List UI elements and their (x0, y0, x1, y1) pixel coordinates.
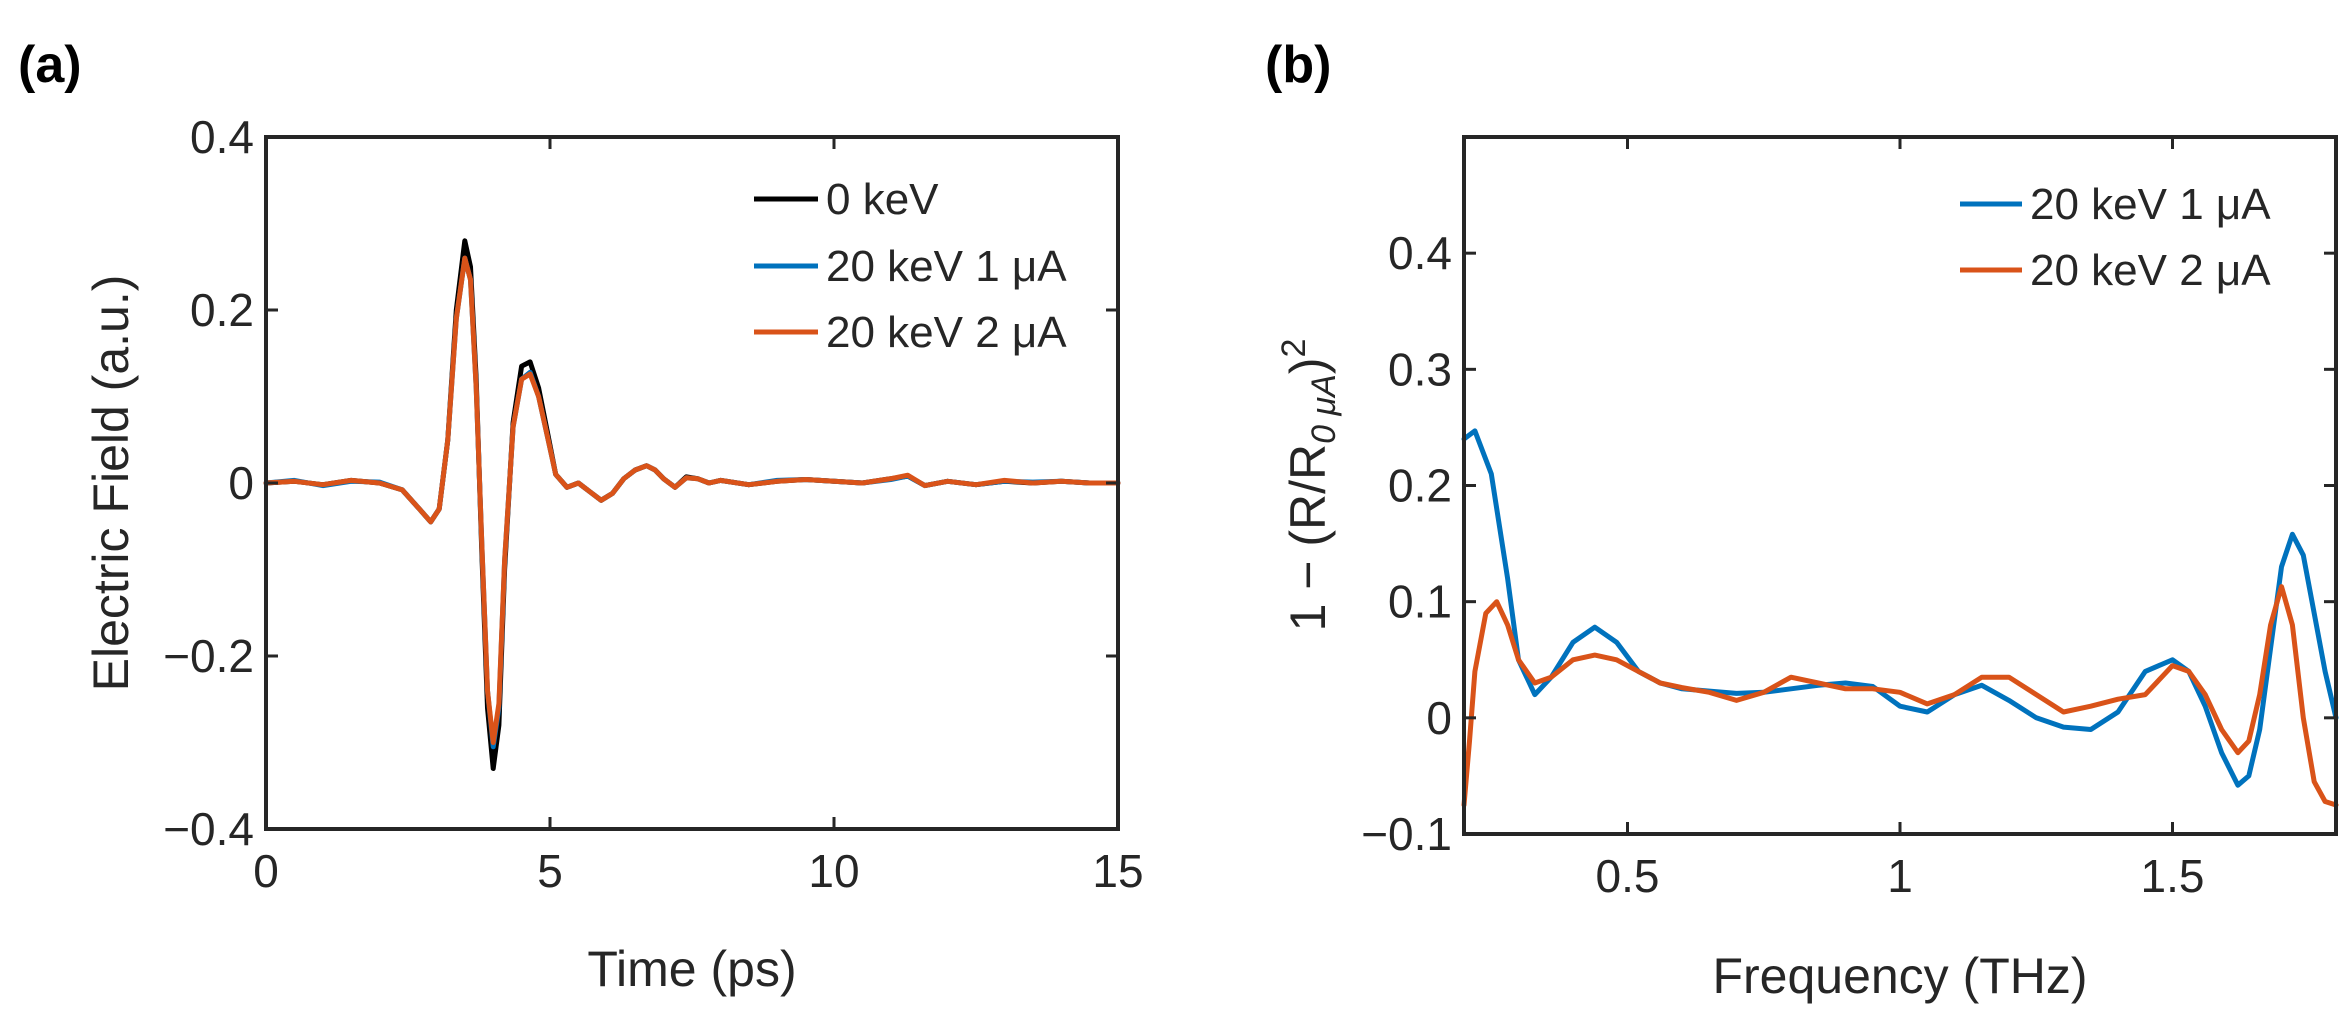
x-tick-label: 10 (808, 845, 859, 897)
x-tick-label: 0 (253, 845, 279, 897)
panel-a-x-axis-label: Time (ps) (587, 941, 796, 997)
series-line (1461, 584, 2339, 808)
y-tick-label: 0.4 (190, 111, 254, 163)
series-line (1461, 428, 2339, 788)
x-tick-label: 1.5 (2141, 850, 2205, 902)
y-tick-label: 0.2 (190, 284, 254, 336)
y-tick-label: 0 (1426, 692, 1452, 744)
y-tick-label: 0.3 (1388, 343, 1452, 395)
y-label-suffix: ) (1280, 358, 1336, 375)
x-tick-label: 0.5 (1596, 850, 1660, 902)
y-tick-label: −0.2 (163, 630, 254, 682)
panel-a-series-lines (263, 238, 1121, 771)
panel-b-y-axis-label: 1 − (R/R0 μA)2 (1275, 339, 1343, 632)
legend-label: 20 keV 2 μA (2030, 246, 2271, 295)
legend-entry: 20 keV 2 μA (754, 308, 1067, 357)
y-tick-label: −0.1 (1361, 808, 1452, 860)
legend-entry: 20 keV 1 μA (754, 242, 1067, 291)
y-tick-label: −0.4 (163, 803, 254, 855)
panel-b: (b) 0.5 1 1.5 −0.1 0 0.1 0.2 0.3 0.4 Frequency (… (1265, 36, 2339, 1004)
panel-b-ticks: 0.5 1 1.5 −0.1 0 0.1 0.2 0.3 0.4 (1361, 137, 2336, 902)
legend-label: 20 keV 2 μA (826, 308, 1067, 357)
legend-label: 20 keV 1 μA (2030, 180, 2271, 229)
y-label-subscript: 0 μA (1305, 374, 1343, 444)
legend-entry: 20 keV 1 μA (1960, 180, 2271, 229)
legend-entry: 20 keV 2 μA (1960, 246, 2271, 295)
legend-label: 20 keV 1 μA (826, 242, 1067, 291)
y-tick-label: 0 (228, 457, 254, 509)
panel-a-legend: 0 keV 20 keV 1 μA 20 keV 2 μA (754, 175, 1067, 357)
panel-b-axes-frame (1462, 135, 2338, 836)
legend-label: 0 keV (826, 175, 939, 224)
y-tick-label: 0.4 (1388, 227, 1452, 279)
y-label-superscript: 2 (1275, 339, 1313, 358)
panel-a: (a) 0 5 10 15 −0.4 −0.2 0 0.2 0.4 Time (ps) Elec… (18, 36, 1144, 997)
series-line (263, 255, 1121, 745)
y-label-main: 1 − (R/R (1280, 444, 1336, 632)
legend-entry: 0 keV (754, 175, 939, 224)
panel-b-legend: 20 keV 1 μA 20 keV 2 μA (1960, 180, 2271, 295)
panel-label-b: (b) (1265, 36, 1331, 94)
panel-label-a: (a) (18, 36, 82, 94)
y-tick-label: 0.2 (1388, 460, 1452, 512)
x-tick-label: 15 (1092, 845, 1143, 897)
y-tick-label: 0.1 (1388, 576, 1452, 628)
panel-b-series-lines (1461, 428, 2339, 808)
panel-a-ticks: 0 5 10 15 −0.4 −0.2 0 0.2 0.4 (163, 111, 1143, 897)
panel-a-y-axis-label: Electric Field (a.u.) (83, 275, 139, 692)
x-tick-label: 5 (537, 845, 563, 897)
panel-b-x-axis-label: Frequency (THz) (1712, 948, 2087, 1004)
x-tick-label: 1 (1887, 850, 1913, 902)
